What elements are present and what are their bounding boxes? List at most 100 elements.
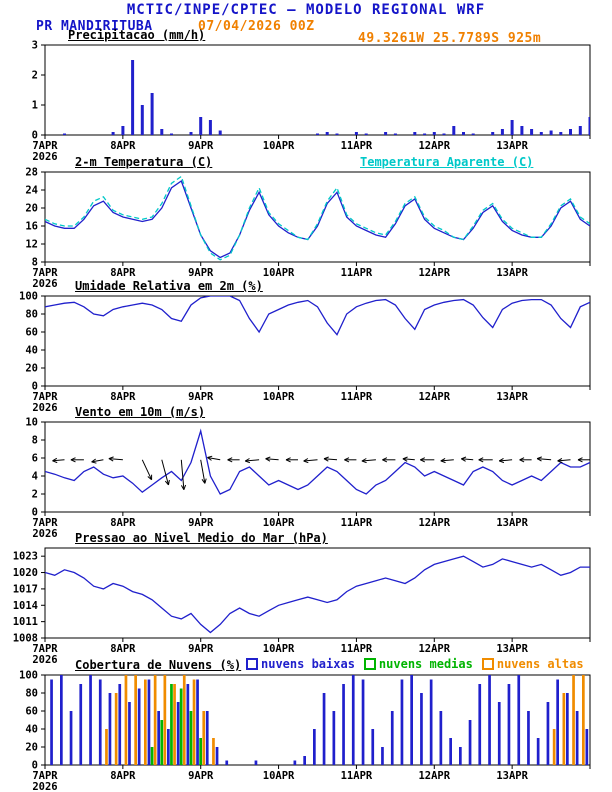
series-temperatura-2m [45,179,590,259]
x-axis: 7APR 8APR 9APR 10APR 11APR 12APR 13APR 2026 [32,135,591,163]
svg-text:10APR: 10APR [263,140,295,152]
clouds-chart: 0 20 40 60 80 100 7APR 8APR 9APR 10APR 11APR 12APR 1… [19,670,591,792]
series-nuvens-baixas [50,675,589,765]
svg-text:0: 0 [32,507,38,519]
svg-text:12APR: 12APR [418,643,450,655]
svg-text:12APR: 12APR [418,391,450,403]
svg-text:13APR: 13APR [496,643,528,655]
svg-text:1011: 1011 [13,616,38,628]
svg-text:9APR: 9APR [188,770,214,782]
series-nuvens-altas [105,675,585,765]
svg-text:40: 40 [25,345,38,357]
svg-text:13APR: 13APR [496,391,528,403]
svg-text:11APR: 11APR [341,391,373,403]
x-axis: 7APR 8APR 9APR 10APR 11APR 12APR 13APR 2026 [32,262,591,290]
x-axis: 7APR 8APR 9APR 10APR 11APR 12APR 13APR 2026 [32,638,591,666]
cloud-legend: nuvens baixas nuvens medias nuvens altas [246,657,584,671]
plot-frame [44,44,591,136]
svg-text:24: 24 [25,185,38,197]
svg-text:10APR: 10APR [263,643,295,655]
svg-text:11APR: 11APR [341,517,373,529]
precipitation-title: Precipitacao (mm/h) [68,28,206,42]
svg-text:60: 60 [25,327,38,339]
svg-text:28: 28 [25,167,38,179]
y-axis: 0 2 4 6 8 10 [25,417,45,519]
svg-text:2: 2 [32,489,38,501]
svg-text:2026: 2026 [32,654,57,666]
svg-text:8: 8 [32,435,38,447]
svg-text:12APR: 12APR [418,517,450,529]
temperature-chart: 8 12 16 20 24 28 7APR 8APR 9APR 10APR 11APR 12APR 13… [25,167,591,290]
svg-text:10APR: 10APR [263,391,295,403]
svg-text:3: 3 [32,40,38,52]
svg-text:20: 20 [25,363,38,375]
pressure-title: Pressao ao Nivel Medio do Mar (hPa) [75,531,328,545]
svg-text:4: 4 [32,471,38,483]
svg-text:12: 12 [25,239,38,251]
wind-title: Vento em 10m (m/s) [75,405,206,419]
svg-text:20: 20 [25,742,38,754]
svg-text:1017: 1017 [13,583,38,595]
svg-text:7APR: 7APR [32,517,58,529]
svg-text:9APR: 9APR [188,391,214,403]
series-temperatura-aparente [45,175,590,261]
svg-text:80: 80 [25,688,38,700]
x-axis: 7APR 8APR 9APR 10APR 11APR 12APR 13APR 2026 [32,765,591,792]
x-axis: 7APR 8APR 9APR 10APR 11APR 12APR 13APR 2026 [32,386,591,414]
series-precipitacao [63,60,590,135]
svg-text:1014: 1014 [13,600,38,612]
svg-text:7APR: 7APR [32,643,58,655]
svg-text:7APR: 7APR [32,770,58,782]
svg-text:7APR: 7APR [32,140,58,152]
svg-text:11APR: 11APR [341,267,373,279]
y-axis: 0 1 2 3 [32,40,45,142]
y-axis: 1008 1011 1014 1017 1020 1023 [13,551,45,645]
plot-frame [44,295,591,387]
station-name: PR MANDIRITUBA [36,19,153,34]
svg-text:0: 0 [32,381,38,393]
plot-frame [44,421,591,513]
svg-text:13APR: 13APR [496,267,528,279]
svg-text:12APR: 12APR [418,267,450,279]
svg-text:1023: 1023 [13,551,38,563]
y-axis: 8 12 16 20 24 28 [25,167,45,269]
low-clouds-swatch-icon [246,658,258,670]
pressure-chart: 1008 1011 1014 1017 1020 1023 7APR 8APR 9APR 10AP… [13,547,591,666]
svg-text:8APR: 8APR [110,643,136,655]
svg-text:20: 20 [25,203,38,215]
svg-text:2026: 2026 [32,402,57,414]
svg-text:10APR: 10APR [263,517,295,529]
svg-text:7APR: 7APR [32,267,58,279]
svg-text:40: 40 [25,724,38,736]
svg-text:13APR: 13APR [496,770,528,782]
svg-text:2026: 2026 [32,528,57,540]
svg-text:2: 2 [32,70,38,82]
humidity-chart: 0 20 40 60 80 100 7APR 8APR 9APR 10APR 11APR 12APR 1… [19,291,591,414]
plot-frame [44,171,591,263]
high-clouds-label: nuvens altas [496,657,584,671]
svg-text:10APR: 10APR [263,770,295,782]
svg-text:0: 0 [32,760,38,772]
svg-text:11APR: 11APR [341,643,373,655]
plot-frame [44,547,591,639]
svg-text:9APR: 9APR [188,267,214,279]
apparent-temperature-title: Temperatura Aparente (C) [360,155,534,169]
wind-barbs [45,455,590,490]
svg-text:13APR: 13APR [496,517,528,529]
cloud-cover-title: Cobertura de Nuvens (%) [75,658,242,672]
svg-text:1008: 1008 [13,633,38,645]
svg-text:2026: 2026 [32,278,57,290]
svg-text:10APR: 10APR [263,267,295,279]
temperature-title: 2-m Temperatura (C) [75,155,213,169]
svg-text:9APR: 9APR [188,517,214,529]
run-datetime: 07/04/2026 00Z [198,19,315,34]
svg-text:2026: 2026 [32,781,57,792]
high-clouds-swatch-icon [481,658,494,670]
humidity-title: Umidade Relativa em 2m (%) [75,279,263,293]
series-umidade-relativa [45,296,590,336]
svg-text:11APR: 11APR [341,140,373,152]
legend-item-low-clouds: nuvens baixas [246,657,355,671]
svg-text:1020: 1020 [13,567,38,579]
svg-text:9APR: 9APR [188,140,214,152]
